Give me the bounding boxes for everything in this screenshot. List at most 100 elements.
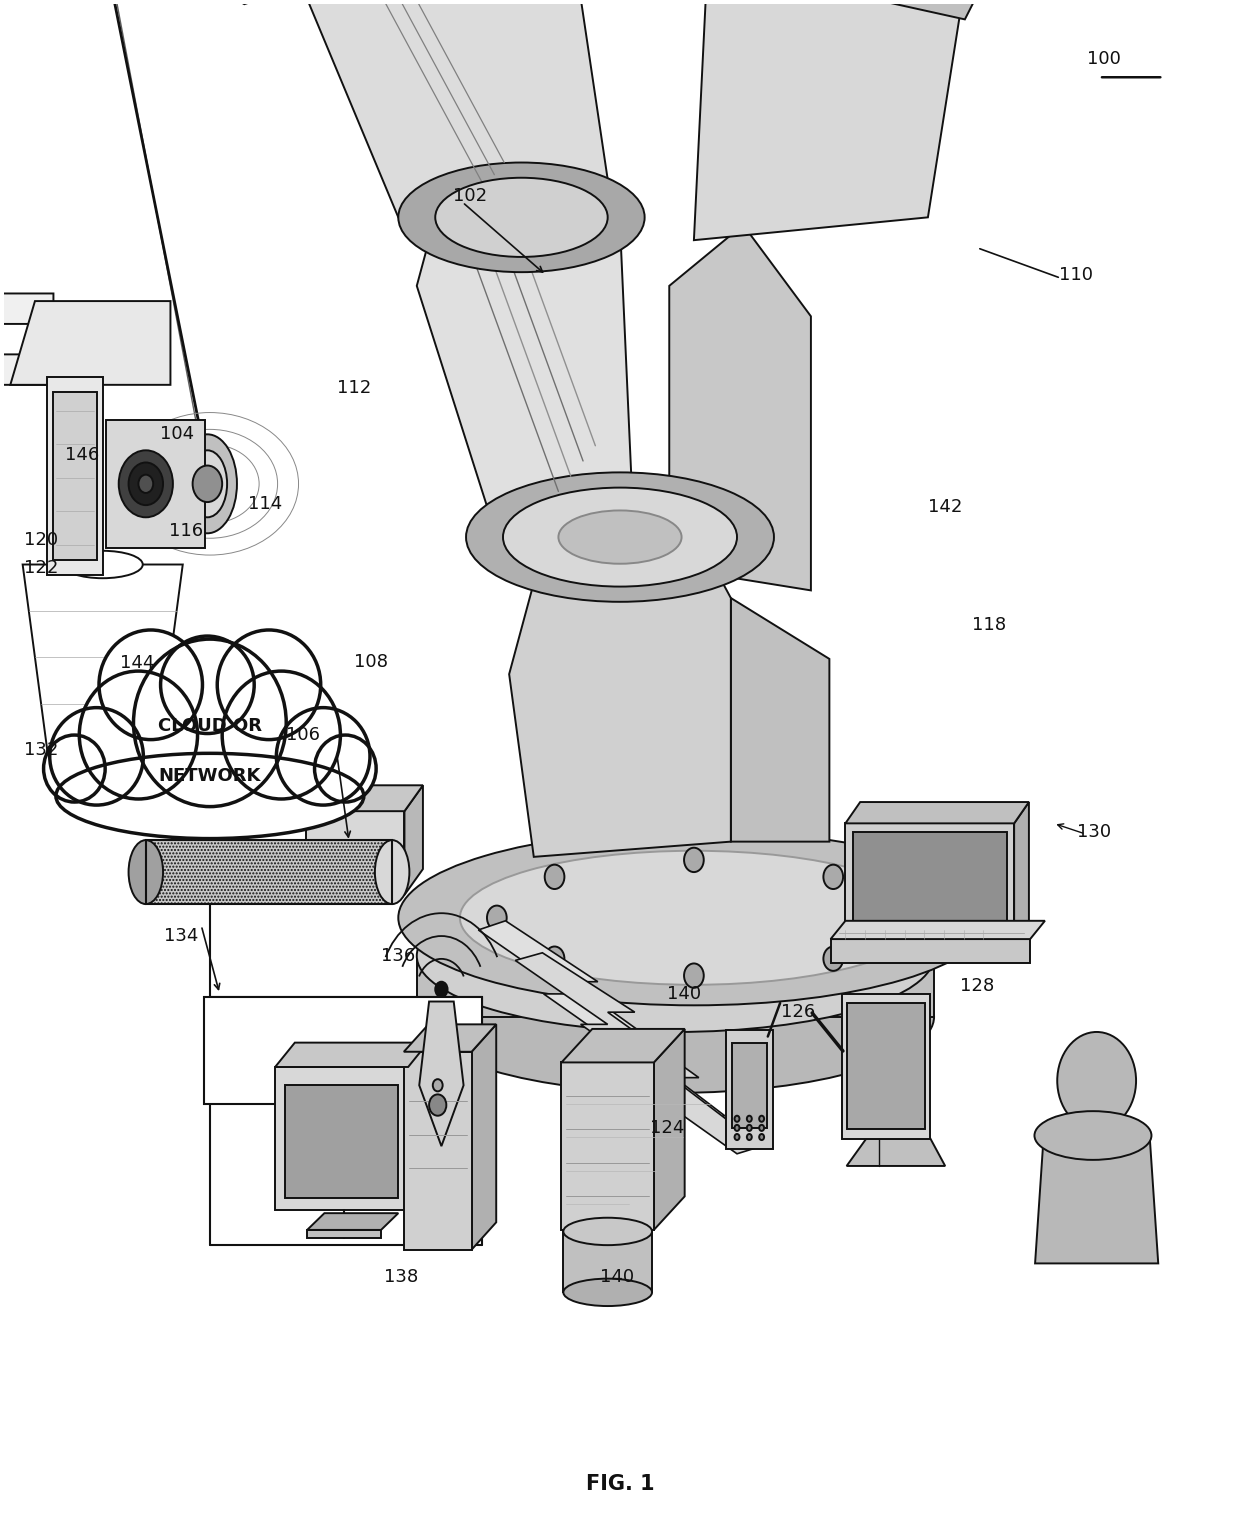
Ellipse shape	[398, 830, 990, 1006]
Circle shape	[487, 905, 507, 929]
Circle shape	[734, 1134, 739, 1141]
Polygon shape	[670, 225, 811, 591]
Circle shape	[823, 865, 843, 890]
Polygon shape	[510, 507, 730, 857]
Circle shape	[734, 1125, 739, 1131]
Ellipse shape	[56, 753, 363, 839]
Circle shape	[433, 1079, 443, 1092]
Circle shape	[746, 1134, 751, 1141]
Text: 118: 118	[972, 617, 1007, 634]
Circle shape	[544, 865, 564, 890]
Polygon shape	[10, 302, 170, 384]
Ellipse shape	[563, 1278, 652, 1306]
Text: 104: 104	[160, 424, 193, 442]
Polygon shape	[417, 164, 632, 537]
Text: 102: 102	[453, 187, 487, 205]
Text: 122: 122	[24, 559, 58, 577]
Polygon shape	[1014, 802, 1029, 939]
Text: 124: 124	[650, 1119, 684, 1138]
Circle shape	[119, 450, 172, 517]
Text: 106: 106	[286, 726, 320, 744]
Ellipse shape	[177, 435, 237, 533]
Ellipse shape	[161, 635, 254, 733]
Polygon shape	[417, 955, 934, 1017]
Polygon shape	[755, 0, 1027, 20]
Text: 136: 136	[381, 946, 415, 965]
Polygon shape	[285, 1085, 398, 1197]
Text: FIG. 1: FIG. 1	[585, 1474, 655, 1494]
Polygon shape	[846, 802, 1029, 824]
Polygon shape	[0, 294, 53, 325]
Ellipse shape	[134, 638, 286, 807]
Circle shape	[734, 1116, 739, 1122]
Ellipse shape	[187, 450, 227, 517]
Ellipse shape	[558, 510, 682, 563]
Circle shape	[759, 1116, 764, 1122]
Polygon shape	[0, 354, 53, 384]
Polygon shape	[404, 1052, 471, 1249]
Ellipse shape	[217, 629, 321, 739]
Ellipse shape	[398, 162, 645, 273]
Ellipse shape	[460, 851, 928, 984]
Circle shape	[684, 848, 704, 873]
Polygon shape	[404, 1024, 496, 1052]
Polygon shape	[725, 1030, 773, 1150]
Ellipse shape	[222, 671, 341, 799]
Ellipse shape	[50, 707, 144, 805]
Polygon shape	[831, 939, 1030, 963]
Ellipse shape	[99, 629, 202, 739]
Polygon shape	[479, 920, 724, 1124]
Ellipse shape	[43, 735, 105, 802]
Polygon shape	[275, 1067, 408, 1209]
Text: 142: 142	[928, 498, 962, 516]
Polygon shape	[516, 952, 761, 1154]
Ellipse shape	[315, 735, 376, 802]
Text: 140: 140	[667, 984, 701, 1003]
Text: 120: 120	[24, 531, 58, 550]
Circle shape	[1058, 1032, 1136, 1130]
Polygon shape	[275, 1043, 428, 1067]
Text: 108: 108	[355, 652, 388, 671]
Circle shape	[544, 946, 564, 971]
Polygon shape	[308, 1213, 398, 1229]
Polygon shape	[694, 0, 977, 240]
Polygon shape	[176, 0, 337, 5]
Circle shape	[192, 465, 222, 502]
Circle shape	[882, 905, 900, 929]
Ellipse shape	[1034, 1112, 1152, 1160]
Ellipse shape	[277, 707, 370, 805]
Polygon shape	[203, 997, 482, 1104]
Ellipse shape	[374, 841, 409, 905]
Text: 116: 116	[170, 522, 203, 540]
Text: 112: 112	[337, 378, 371, 397]
Polygon shape	[732, 1043, 766, 1128]
Polygon shape	[146, 841, 392, 905]
Polygon shape	[562, 1029, 684, 1063]
Polygon shape	[730, 599, 830, 842]
Polygon shape	[306, 811, 404, 896]
Ellipse shape	[47, 735, 159, 766]
Polygon shape	[847, 1003, 925, 1130]
Ellipse shape	[79, 671, 197, 799]
Circle shape	[823, 946, 843, 971]
Text: 132: 132	[24, 741, 58, 759]
Polygon shape	[563, 1231, 652, 1292]
Text: 130: 130	[1078, 824, 1111, 842]
Text: 134: 134	[165, 928, 198, 945]
Text: 110: 110	[1059, 266, 1092, 285]
Polygon shape	[404, 785, 423, 896]
Polygon shape	[831, 920, 1045, 939]
Polygon shape	[847, 1139, 945, 1167]
Ellipse shape	[466, 473, 774, 602]
Text: CLOUD OR: CLOUD OR	[157, 717, 262, 735]
Text: 128: 128	[960, 977, 994, 995]
Polygon shape	[53, 392, 97, 560]
Circle shape	[746, 1125, 751, 1131]
Polygon shape	[306, 785, 423, 811]
Text: 138: 138	[383, 1268, 418, 1286]
Text: 126: 126	[781, 1003, 816, 1021]
Text: 114: 114	[248, 495, 283, 513]
Ellipse shape	[417, 880, 934, 1032]
Polygon shape	[1035, 1136, 1158, 1263]
Circle shape	[129, 462, 162, 505]
